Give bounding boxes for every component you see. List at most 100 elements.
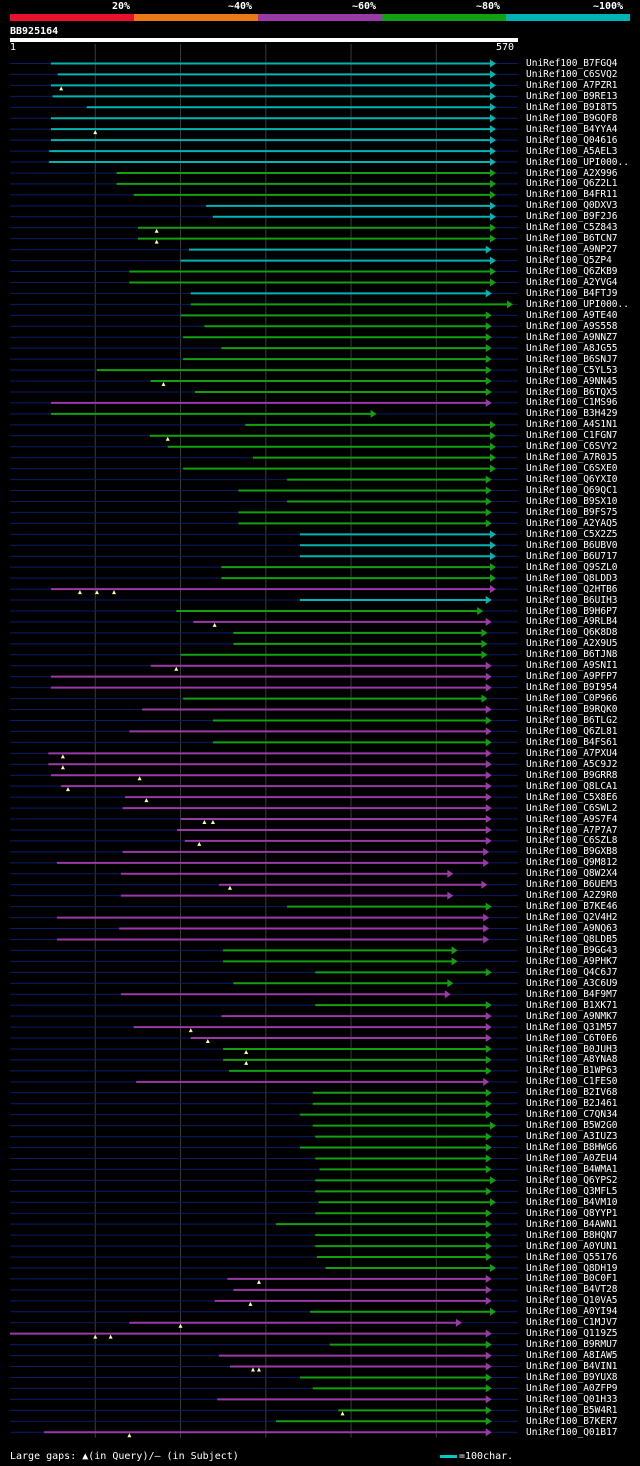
- hit-label[interactable]: UniRef100_Q6ZKB9: [526, 266, 618, 278]
- hit-label[interactable]: UniRef100_A8IAW5: [526, 1350, 618, 1362]
- hit-label[interactable]: UniRef100_Q6Z2L1: [526, 178, 618, 190]
- hit-label[interactable]: UniRef100_B9GG43: [526, 944, 618, 956]
- hit-label[interactable]: UniRef100_A2YAQ5: [526, 517, 618, 529]
- hit-label[interactable]: UniRef100_A9PHK7: [526, 955, 618, 967]
- hit-label[interactable]: UniRef100_UPI000..: [526, 156, 629, 168]
- hit-label[interactable]: UniRef100_A9S558: [526, 320, 618, 332]
- hit-label[interactable]: UniRef100_C5X8E6: [526, 791, 618, 803]
- hit-label[interactable]: UniRef100_C1FGN7: [526, 430, 618, 442]
- hit-label[interactable]: UniRef100_A2X9U5: [526, 638, 618, 650]
- hit-label[interactable]: UniRef100_A9TE40: [526, 309, 618, 321]
- hit-label[interactable]: UniRef100_B6UBV0: [526, 539, 618, 551]
- hit-label[interactable]: UniRef100_B4FTJ9: [526, 287, 618, 299]
- hit-label[interactable]: UniRef100_Q2HTB6: [526, 583, 618, 595]
- hit-label[interactable]: UniRef100_B5W2G0: [526, 1120, 618, 1132]
- hit-label[interactable]: UniRef100_B8HWG6: [526, 1142, 618, 1154]
- hit-label[interactable]: UniRef100_A0ZEU4: [526, 1153, 618, 1164]
- hit-label[interactable]: UniRef100_B9I8T5: [526, 101, 618, 113]
- hit-label[interactable]: UniRef100_A9SNI1: [526, 660, 618, 672]
- hit-label[interactable]: UniRef100_A2X996: [526, 167, 618, 179]
- hit-label[interactable]: UniRef100_Q55176: [526, 1251, 618, 1263]
- hit-label[interactable]: UniRef100_B5W4R1: [526, 1404, 618, 1416]
- hit-label[interactable]: UniRef100_B2IV68: [526, 1087, 618, 1099]
- hit-label[interactable]: UniRef100_A9RLB4: [526, 616, 618, 628]
- hit-label[interactable]: UniRef100_A9PFP7: [526, 671, 618, 683]
- hit-label[interactable]: UniRef100_C7QN34: [526, 1109, 618, 1121]
- hit-label[interactable]: UniRef100_C6SVQ2: [526, 68, 618, 80]
- hit-label[interactable]: UniRef100_A3C6U9: [526, 977, 618, 989]
- hit-label[interactable]: UniRef100_C6SWL2: [526, 802, 618, 814]
- hit-label[interactable]: UniRef100_C6SZL8: [526, 835, 618, 847]
- hit-label[interactable]: UniRef100_B9SX10: [526, 496, 618, 507]
- hit-label[interactable]: UniRef100_B4F9M7: [526, 988, 618, 1000]
- hit-label[interactable]: UniRef100_Q8LDB5: [526, 934, 618, 945]
- hit-label[interactable]: UniRef100_C5X2Z5: [526, 528, 618, 540]
- hit-label[interactable]: UniRef100_C6SXE0: [526, 463, 618, 475]
- hit-label[interactable]: UniRef100_A7P7A7: [526, 824, 618, 836]
- hit-label[interactable]: UniRef100_Q6YPS2: [526, 1174, 618, 1186]
- hit-label[interactable]: UniRef100_B4YYA4: [526, 123, 618, 135]
- hit-label[interactable]: UniRef100_Q119Z5: [526, 1328, 618, 1340]
- hit-label[interactable]: UniRef100_Q04616: [526, 134, 618, 146]
- hit-label[interactable]: UniRef100_B2J461: [526, 1098, 618, 1110]
- hit-label[interactable]: UniRef100_Q9SZL0: [526, 561, 618, 573]
- hit-label[interactable]: UniRef100_Q8W2X4: [526, 868, 618, 880]
- hit-label[interactable]: UniRef100_Q31M57: [526, 1021, 618, 1033]
- hit-label[interactable]: UniRef100_A5AEL3: [526, 145, 618, 157]
- hit-label[interactable]: UniRef100_Q9M812: [526, 857, 618, 869]
- hit-label[interactable]: UniRef100_A7PXU4: [526, 747, 618, 759]
- hit-label[interactable]: UniRef100_B6UEM3: [526, 879, 618, 891]
- hit-label[interactable]: UniRef100_B6TQX5: [526, 386, 618, 398]
- hit-label[interactable]: UniRef100_Q8DH19: [526, 1262, 618, 1274]
- hit-label[interactable]: UniRef100_A5C9J2: [526, 758, 618, 770]
- hit-label[interactable]: UniRef100_B9GRR8: [526, 769, 618, 781]
- hit-label[interactable]: UniRef100_Q2V4H2: [526, 912, 618, 924]
- hit-label[interactable]: UniRef100_C0P966: [526, 693, 618, 705]
- hit-label[interactable]: UniRef100_B4FR11: [526, 189, 618, 201]
- hit-label[interactable]: UniRef100_C5YL53: [526, 364, 618, 376]
- hit-label[interactable]: UniRef100_Q6K8D8: [526, 627, 618, 639]
- hit-label[interactable]: UniRef100_C1MJV7: [526, 1317, 618, 1329]
- hit-label[interactable]: UniRef100_Q8YYP1: [526, 1207, 618, 1219]
- hit-label[interactable]: UniRef100_B4VIN1: [526, 1361, 618, 1373]
- hit-label[interactable]: UniRef100_B9I954: [526, 682, 618, 694]
- hit-label[interactable]: UniRef100_A2YVG4: [526, 277, 618, 288]
- hit-label[interactable]: UniRef100_B9H6P7: [526, 605, 618, 617]
- hit-label[interactable]: UniRef100_Q8LCA1: [526, 780, 618, 792]
- hit-label[interactable]: UniRef100_A0YUN1: [526, 1240, 618, 1252]
- hit-label[interactable]: UniRef100_B6U717: [526, 550, 618, 562]
- hit-label[interactable]: UniRef100_Q5ZP4: [526, 255, 612, 267]
- hit-label[interactable]: UniRef100_Q01H33: [526, 1393, 618, 1405]
- hit-label[interactable]: UniRef100_C1MS96: [526, 397, 618, 409]
- hit-label[interactable]: UniRef100_Q0DXV3: [526, 200, 618, 212]
- hit-label[interactable]: UniRef100_A7R0J5: [526, 452, 618, 464]
- hit-label[interactable]: UniRef100_B9YUX8: [526, 1372, 618, 1383]
- hit-label[interactable]: UniRef100_B9F2J6: [526, 211, 618, 223]
- hit-label[interactable]: UniRef100_B4VM10: [526, 1196, 618, 1208]
- hit-label[interactable]: UniRef100_A9S7F4: [526, 813, 618, 825]
- hit-label[interactable]: UniRef100_B7KE46: [526, 901, 618, 913]
- hit-label[interactable]: UniRef100_B6TJN8: [526, 649, 618, 661]
- hit-label[interactable]: UniRef100_B7FGQ4: [526, 58, 618, 69]
- hit-label[interactable]: UniRef100_B3H429: [526, 408, 618, 420]
- hit-label[interactable]: UniRef100_C6T0E6: [526, 1032, 618, 1044]
- hit-label[interactable]: UniRef100_B4WMA1: [526, 1163, 618, 1175]
- hit-label[interactable]: UniRef100_A9NQ63: [526, 923, 618, 935]
- hit-label[interactable]: UniRef100_B6TLG2: [526, 715, 618, 726]
- hit-label[interactable]: UniRef100_A0YI94: [526, 1306, 618, 1318]
- hit-label[interactable]: UniRef100_A9NP27: [526, 244, 618, 256]
- hit-label[interactable]: UniRef100_B0C0F1: [526, 1273, 618, 1285]
- hit-label[interactable]: UniRef100_B6TCN7: [526, 233, 618, 245]
- hit-label[interactable]: UniRef100_B1XK71: [526, 999, 618, 1011]
- hit-label[interactable]: UniRef100_A8JG55: [526, 342, 618, 354]
- hit-label[interactable]: UniRef100_A3IUZ3: [526, 1131, 618, 1143]
- hit-label[interactable]: UniRef100_A9NN45: [526, 375, 618, 387]
- hit-label[interactable]: UniRef100_A9NNZ7: [526, 331, 618, 343]
- hit-label[interactable]: UniRef100_B4VT28: [526, 1284, 618, 1296]
- hit-label[interactable]: UniRef100_B4AWN1: [526, 1218, 618, 1230]
- hit-label[interactable]: UniRef100_B9RQK0: [526, 704, 618, 716]
- hit-label[interactable]: UniRef100_B0JUH3: [526, 1043, 618, 1055]
- hit-label[interactable]: UniRef100_Q01B17: [526, 1426, 618, 1438]
- hit-label[interactable]: UniRef100_Q10VA5: [526, 1295, 618, 1307]
- hit-label[interactable]: UniRef100_C5Z843: [526, 222, 618, 234]
